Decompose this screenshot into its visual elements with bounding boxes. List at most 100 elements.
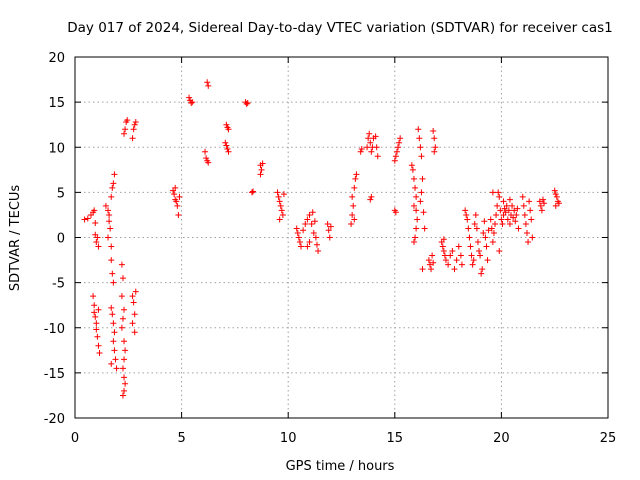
data-point xyxy=(176,193,183,200)
data-point xyxy=(392,209,399,216)
data-point xyxy=(274,189,281,196)
data-point xyxy=(296,239,303,246)
data-point xyxy=(90,293,97,300)
data-point xyxy=(500,198,507,205)
data-point xyxy=(393,148,400,155)
data-point xyxy=(374,153,381,160)
data-point xyxy=(132,288,139,295)
data-point xyxy=(432,144,439,151)
data-point xyxy=(110,279,117,286)
data-point xyxy=(490,229,497,236)
data-point xyxy=(349,193,356,200)
data-point xyxy=(536,198,543,205)
data-point xyxy=(492,220,499,227)
y-tick-label: -20 xyxy=(44,412,65,427)
x-tick-label: 10 xyxy=(280,431,297,446)
data-point xyxy=(205,82,212,89)
data-point xyxy=(367,196,374,203)
data-point xyxy=(304,216,311,223)
data-point xyxy=(410,175,417,182)
data-point xyxy=(511,207,518,214)
x-axis-label: GPS time / hours xyxy=(286,459,395,474)
data-point xyxy=(313,241,320,248)
data-point xyxy=(92,220,99,227)
data-point xyxy=(81,216,88,223)
data-point xyxy=(497,207,504,214)
data-point xyxy=(349,211,356,218)
data-point xyxy=(447,252,454,259)
data-point xyxy=(326,234,333,241)
axis-ticks: 0 5 10 15 20 25 -20 -15 -10 -5 0 5 10 15 20 xyxy=(44,51,617,446)
data-point xyxy=(131,311,138,318)
data-point xyxy=(426,261,433,268)
data-point xyxy=(121,306,128,313)
data-point xyxy=(468,252,475,259)
data-point xyxy=(225,148,232,155)
data-point xyxy=(464,216,471,223)
data-point xyxy=(451,266,458,273)
data-point xyxy=(506,220,513,227)
data-point xyxy=(122,347,129,354)
data-point xyxy=(278,207,285,214)
data-point xyxy=(416,135,423,142)
data-point xyxy=(106,218,113,225)
data-point xyxy=(205,159,212,166)
data-point xyxy=(294,229,301,236)
data-point xyxy=(442,257,449,264)
data-point xyxy=(391,157,398,164)
data-point xyxy=(243,100,250,107)
data-point xyxy=(129,320,136,327)
y-tick-label: 20 xyxy=(48,51,65,66)
x-tick-label: 20 xyxy=(493,431,510,446)
data-point xyxy=(368,193,375,200)
data-point xyxy=(471,220,478,227)
data-point xyxy=(527,207,534,214)
data-point xyxy=(528,216,535,223)
data-point xyxy=(428,266,435,273)
data-point xyxy=(499,220,506,227)
data-point xyxy=(366,130,373,137)
y-axis-label: SDTVAR / TECUs xyxy=(8,185,23,292)
data-point xyxy=(203,155,210,162)
data-point xyxy=(259,160,266,167)
data-point xyxy=(315,248,322,255)
data-point xyxy=(171,191,178,198)
data-point xyxy=(172,184,179,191)
data-point xyxy=(325,227,332,234)
data-point xyxy=(455,243,462,250)
data-point xyxy=(409,166,416,173)
data-point xyxy=(373,144,380,151)
data-point xyxy=(513,211,520,218)
data-point xyxy=(277,202,284,209)
data-point xyxy=(91,309,98,316)
data-point xyxy=(300,227,307,234)
data-point xyxy=(304,243,311,250)
data-point xyxy=(439,243,446,250)
data-point xyxy=(479,266,486,273)
data-point xyxy=(94,234,101,241)
data-point xyxy=(130,299,137,306)
data-point xyxy=(514,205,521,212)
data-point xyxy=(131,329,138,336)
data-point xyxy=(445,261,452,268)
data-point xyxy=(108,243,115,250)
data-point xyxy=(394,144,401,151)
data-point xyxy=(525,239,532,246)
data-point xyxy=(429,252,436,259)
data-point xyxy=(93,239,100,246)
data-point xyxy=(109,311,116,318)
data-point xyxy=(502,209,509,216)
data-point xyxy=(510,214,517,221)
data-point xyxy=(102,202,109,209)
data-point xyxy=(417,144,424,151)
data-point xyxy=(431,148,438,155)
y-tick-label: 5 xyxy=(57,186,65,201)
data-point xyxy=(392,153,399,160)
data-point xyxy=(308,220,315,227)
data-point xyxy=(224,146,231,153)
data-point xyxy=(348,220,355,227)
data-point xyxy=(372,133,379,140)
data-point xyxy=(118,324,125,331)
data-point xyxy=(417,198,424,205)
data-point xyxy=(465,225,472,232)
